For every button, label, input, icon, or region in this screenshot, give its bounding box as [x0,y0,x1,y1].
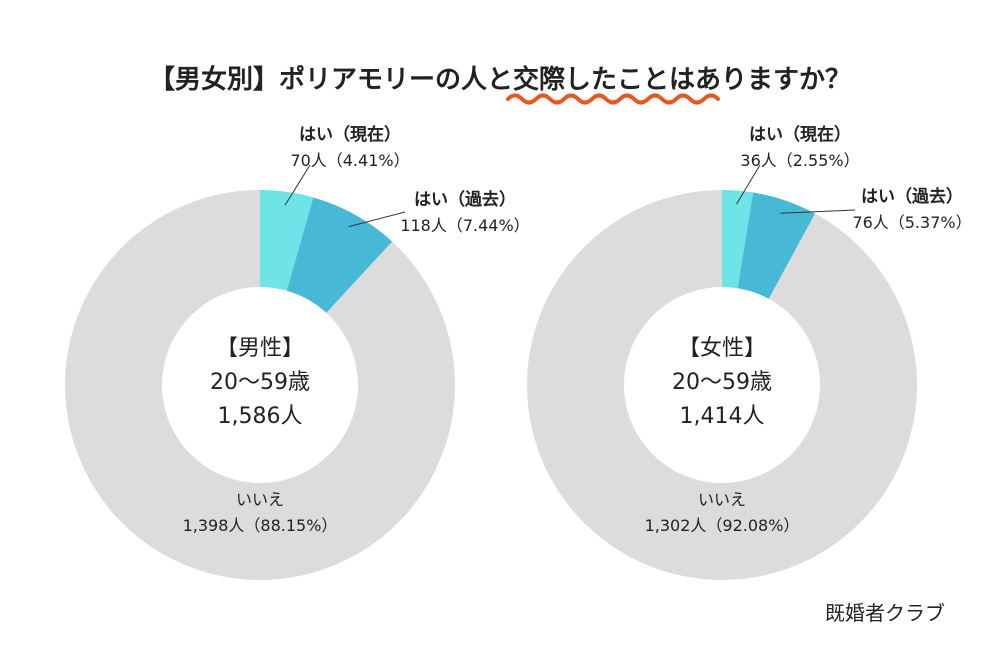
chart-title: 【男女別】ポリアモリーの人と交際したことはありますか？ [149,64,851,95]
center-label-line: 【男性】 [216,336,304,361]
leader-line [348,211,406,228]
leader-line [780,209,856,214]
leader-line [284,164,311,206]
slice-label-current: はい（現在） [749,124,851,145]
slice-label-past: はい（過去） [861,186,963,207]
donut-chart-women: はい（現在） 36人（2.55%）はい（過去） 76人（5.37%） いいえ 1,302… [526,124,972,580]
slice-past [286,197,393,313]
donut-chart-men: はい（現在） 70人（4.41%） はい（過去） 118人（7.44%） いいえ 1,39… [65,124,530,580]
slice-value-past: 118人（7.44%） [400,216,529,235]
slice-label-no: いいえ [698,490,746,509]
slice-value-current: 70人（4.41%） [290,151,409,170]
slice-past [737,192,816,299]
slice-label-current: はい（現在） [299,124,401,145]
credit-text: 既婚者クラブ [825,601,945,625]
center-label-line: 20〜59歳 [672,370,772,395]
slice-value-current: 36人（2.55%） [740,151,859,170]
slice-label-no: いいえ [236,490,284,509]
slice-label-past: はい（過去） [414,189,516,210]
center-label-line: 20〜59歳 [210,370,310,395]
slice-current [722,190,754,289]
slice-no [526,190,917,580]
slice-current [260,190,314,291]
center-label-line: 【女性】 [678,336,766,361]
leader-line [736,164,761,205]
title-underline-squiggle [506,93,720,105]
slice-value-no: 1,302人（92.08%） [645,516,800,535]
slice-value-past: 76人（5.37%） [852,213,971,232]
center-label-line: 1,586人 [218,404,303,429]
slice-no [65,190,456,580]
center-label-line: 1,414人 [680,404,765,429]
slice-value-no: 1,398人（88.15%） [183,516,338,535]
